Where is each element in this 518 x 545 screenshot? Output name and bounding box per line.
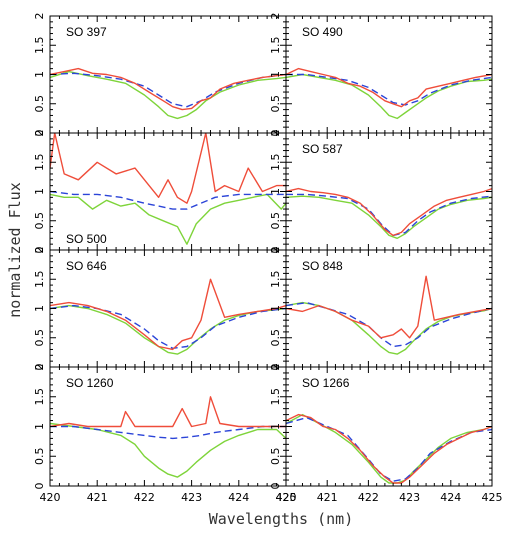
series-line-dashed-blue	[286, 73, 492, 106]
series-line-dashed-blue	[286, 193, 492, 237]
series-line-dashed-blue	[286, 301, 492, 348]
y-tick-label: 2	[33, 247, 46, 254]
y-tick-label: 0.5	[269, 212, 282, 230]
y-tick-label: 0.5	[33, 448, 46, 466]
series-line-solid-red	[286, 275, 492, 339]
y-tick-label: 1	[33, 71, 46, 78]
x-tick-label: 424	[228, 491, 249, 504]
y-tick-label: 1	[269, 423, 282, 430]
series-line-solid-red	[50, 396, 286, 428]
y-tick-label: 0	[33, 247, 46, 254]
y-tick-label: 1	[33, 305, 46, 312]
series-line-solid-green	[50, 304, 286, 355]
y-tick-label: 0.5	[33, 95, 46, 113]
series-line-solid-green	[50, 70, 286, 120]
series-line-dashed-blue	[50, 72, 286, 108]
y-tick-label: 0.5	[33, 329, 46, 347]
panel-3: 0 0.5 1 1.5 2 SO 500	[33, 130, 287, 254]
y-tick-label: 2	[33, 130, 46, 137]
series-line-solid-green	[286, 195, 492, 240]
y-tick-label: 0.5	[269, 448, 282, 466]
panel-label: SO 848	[302, 259, 343, 273]
y-tick-label: 1.5	[33, 37, 46, 55]
panel-label: SO 397	[66, 25, 107, 39]
y-tick-label: 1.5	[269, 388, 282, 406]
series-line-solid-green	[50, 422, 286, 478]
y-tick-label: 2	[269, 247, 282, 254]
x-tick-label: 424	[440, 491, 461, 504]
x-tick-label: 420	[40, 491, 61, 504]
y-tick-label: 1	[269, 305, 282, 312]
panel-1: 0 0.5 1 1.5 2 SO 397	[33, 13, 287, 137]
series-line-solid-green	[286, 301, 492, 355]
panel-label: SO 1266	[302, 376, 350, 390]
x-tick-label: 421	[87, 491, 108, 504]
y-tick-label: 1	[269, 188, 282, 195]
panel-5: 0 0.5 1 1.5 2 SO 646	[33, 247, 287, 371]
x-tick-label: 423	[399, 491, 420, 504]
x-tick-label: 423	[181, 491, 202, 504]
panel-label: SO 587	[302, 142, 343, 156]
panel-7: 0 0.5 1 1.5 2 420 421 422 423 424 425 SO 1260	[33, 364, 297, 505]
panel-label: SO 1260	[66, 376, 114, 390]
y-axis-title: normalized Flux	[6, 182, 24, 317]
y-tick-label: 2	[269, 130, 282, 137]
y-tick-label: 1.5	[33, 388, 46, 406]
series-line-solid-red	[286, 187, 492, 237]
x-tick-label: 425	[276, 491, 297, 504]
x-tick-label: 421	[317, 491, 338, 504]
y-tick-label: 0	[269, 483, 282, 490]
y-tick-label: 1	[33, 188, 46, 195]
x-tick-label: 425	[482, 491, 503, 504]
panel-label: SO 500	[66, 232, 107, 246]
panel-label: SO 490	[302, 25, 343, 39]
y-tick-label: 0	[33, 130, 46, 137]
x-axis-title: Wavelengths (nm)	[209, 510, 354, 528]
y-tick-label: 0.5	[269, 329, 282, 347]
series-line-solid-red	[286, 413, 492, 484]
y-tick-label: 2	[33, 13, 46, 20]
y-tick-label: 1.5	[269, 154, 282, 172]
series-line-dashed-blue	[286, 416, 492, 482]
y-tick-label: 1.5	[269, 271, 282, 289]
series-line-dashed-blue	[50, 190, 286, 210]
series-line-solid-red	[50, 133, 286, 204]
y-tick-label: 1.5	[33, 271, 46, 289]
series-line-solid-green	[50, 193, 286, 245]
y-tick-label: 1.5	[33, 154, 46, 172]
series-line-solid-red	[50, 278, 286, 351]
y-tick-label: 0.5	[269, 95, 282, 113]
series-line-solid-red	[286, 67, 492, 108]
panel-8: 0 0.5 1 1.5 2 420 421 422 423 424 425 SO 1266	[269, 364, 503, 505]
y-tick-label: 0	[33, 364, 46, 371]
y-tick-label: 2	[269, 364, 282, 371]
y-tick-label: 1	[33, 423, 46, 430]
series-line-solid-green	[286, 413, 492, 484]
series-line-solid-red	[50, 67, 286, 111]
y-tick-label: 0	[33, 483, 46, 490]
series-line-dashed-blue	[50, 425, 286, 440]
y-tick-label: 2	[269, 13, 282, 20]
x-tick-label: 420	[276, 491, 297, 504]
x-tick-label: 422	[134, 491, 155, 504]
y-tick-label: 2	[33, 364, 46, 371]
y-tick-label: 1	[269, 71, 282, 78]
panel-label: SO 646	[66, 259, 107, 273]
x-tick-label: 422	[358, 491, 379, 504]
series-line-solid-green	[286, 73, 492, 120]
y-tick-label: 1.5	[269, 37, 282, 55]
y-tick-label: 0.5	[33, 212, 46, 230]
